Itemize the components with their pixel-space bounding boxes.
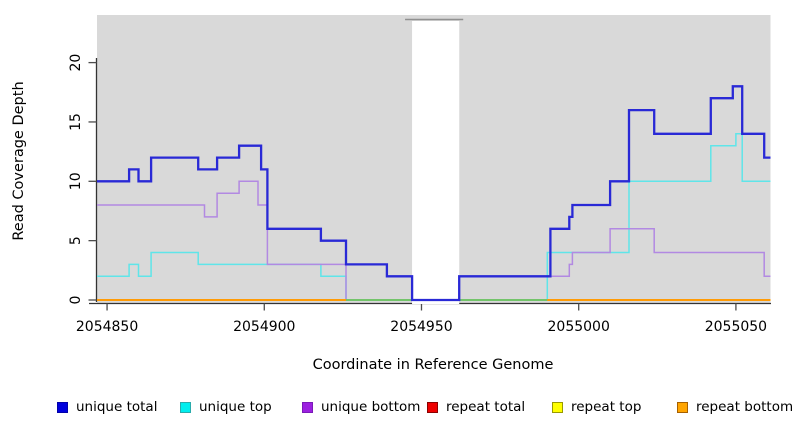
legend-label: repeat top xyxy=(571,399,642,415)
y-tick-label: 0 xyxy=(68,296,84,305)
legend-item-unique-top: unique top xyxy=(180,396,272,418)
x-axis-title: Coordinate in Reference Genome xyxy=(312,357,554,373)
legend-label: unique bottom xyxy=(321,399,421,415)
legend-swatch-repeat-top xyxy=(552,401,563,413)
legend-item-repeat-top: repeat top xyxy=(552,396,641,418)
legend-item-unique-bottom: unique bottom xyxy=(302,396,420,418)
x-tick-label: 2054850 xyxy=(76,319,138,335)
y-tick-label: 15 xyxy=(68,113,84,131)
y-tick-label: 10 xyxy=(68,172,84,190)
series-unique-total-line xyxy=(97,85,771,302)
no-data-gap xyxy=(412,21,460,304)
legend-label: unique top xyxy=(199,399,272,415)
legend-item-repeat-bottom: repeat bottom xyxy=(677,396,792,418)
legend-label: repeat bottom xyxy=(696,399,792,415)
x-tick-label: 2054900 xyxy=(233,319,295,335)
y-tick-label: 20 xyxy=(68,54,84,72)
legend-label: unique total xyxy=(76,399,158,415)
x-tick-label: 2054950 xyxy=(390,319,452,335)
x-tick-label: 2055000 xyxy=(548,319,610,335)
chart-legend: unique total unique top unique bottom re… xyxy=(0,396,792,422)
y-axis-title: Read Coverage Depth xyxy=(11,81,27,241)
legend-label: repeat total xyxy=(446,399,526,415)
y-tick-label: 5 xyxy=(68,236,84,245)
legend-swatch-repeat-total xyxy=(427,401,438,413)
legend-swatch-unique-total xyxy=(57,401,68,413)
legend-swatch-unique-bottom xyxy=(302,401,313,413)
x-tick-label: 2055050 xyxy=(705,319,767,335)
legend-item-unique-total: unique total xyxy=(57,396,157,418)
legend-swatch-repeat-bottom xyxy=(677,401,688,413)
legend-item-repeat-total: repeat total xyxy=(427,396,525,418)
legend-swatch-unique-top xyxy=(180,401,191,413)
